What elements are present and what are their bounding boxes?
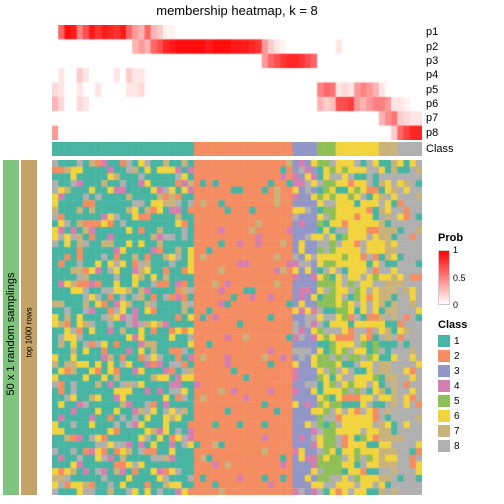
legend-swatch (438, 350, 450, 362)
legend-swatch (438, 335, 450, 347)
class-legend-item: 8 (438, 440, 460, 452)
sampling-band-label: 50 x 1 random samplings (5, 264, 17, 404)
prob-row-label: p1 (426, 26, 438, 38)
class-legend-item: 6 (438, 410, 460, 422)
prob-legend-gradient (438, 250, 450, 305)
prob-tick: 0 (453, 300, 458, 310)
class-legend-item: 2 (438, 350, 460, 362)
prob-row-label: p7 (426, 112, 438, 124)
legend-label: 5 (454, 396, 460, 407)
prob-row-label: p4 (426, 69, 438, 81)
prob-row-label: p3 (426, 55, 438, 67)
legend-label: 6 (454, 411, 460, 422)
class-legend-item: 4 (438, 380, 460, 392)
legend-label: 3 (454, 366, 460, 377)
class-legend-title: Class (438, 319, 467, 331)
legend-swatch (438, 425, 450, 437)
prob-row-label: p2 (426, 41, 438, 53)
class-legend-item: 3 (438, 365, 460, 377)
prob-row-label: p8 (426, 127, 438, 139)
legend-label: 1 (454, 336, 460, 347)
legend-label: 7 (454, 426, 460, 437)
chart-title: membership heatmap, k = 8 (137, 3, 337, 18)
prob-legend-title: Prob (438, 232, 463, 244)
rows-band-label: top 1000 rows (25, 282, 34, 382)
prob-row-label: p5 (426, 84, 438, 96)
class-legend-item: 7 (438, 425, 460, 437)
prob-row-label: p6 (426, 98, 438, 110)
class-legend-item: 1 (438, 335, 460, 347)
sampling-heatmap (52, 160, 422, 495)
legend-label: 8 (454, 441, 460, 452)
class-annotation-row (52, 142, 422, 156)
legend-swatch (438, 395, 450, 407)
legend-label: 2 (454, 351, 460, 362)
legend-label: 4 (454, 381, 460, 392)
prob-tick: 1 (453, 245, 458, 255)
legend-swatch (438, 365, 450, 377)
legend-swatch (438, 410, 450, 422)
probability-heatmap (52, 25, 422, 140)
class-legend-item: 5 (438, 395, 460, 407)
legend-swatch (438, 440, 450, 452)
class-row-label: Class (426, 143, 454, 155)
legend-swatch (438, 380, 450, 392)
prob-tick: 0.5 (453, 273, 466, 283)
